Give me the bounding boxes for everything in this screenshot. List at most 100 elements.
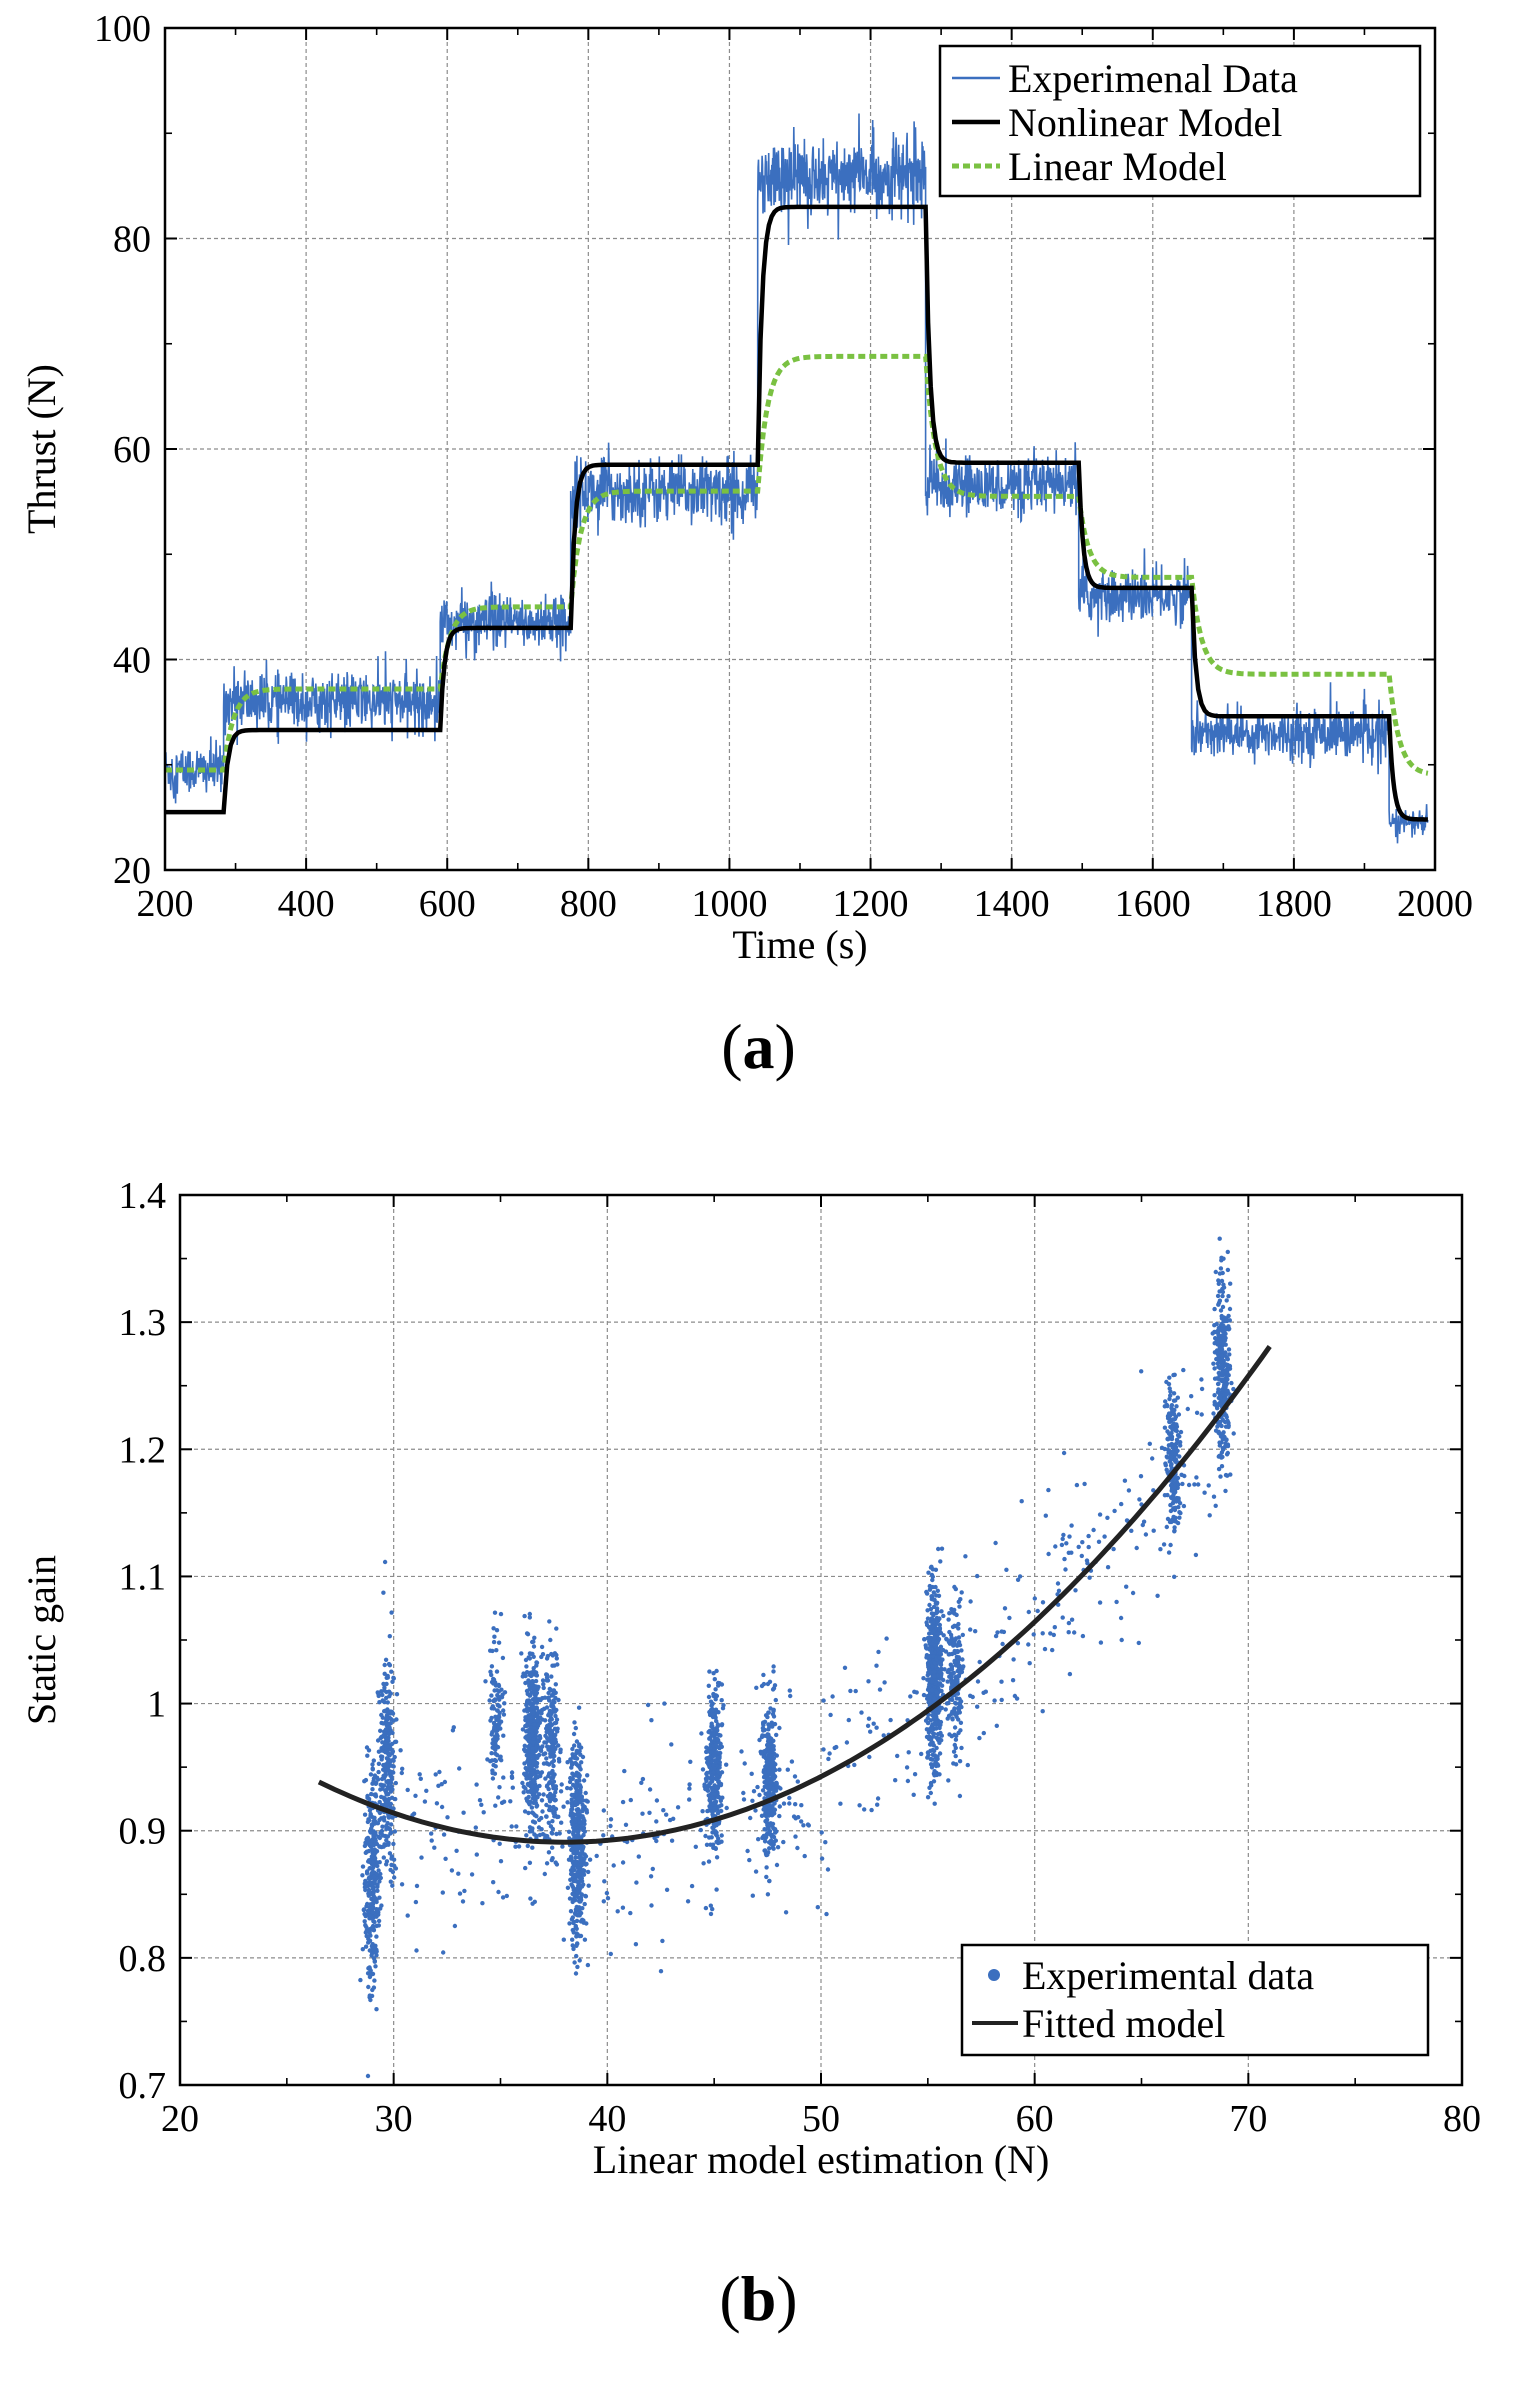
data-point — [1118, 1615, 1124, 1621]
data-point — [965, 1762, 970, 1768]
data-point — [532, 1899, 537, 1904]
data-point — [583, 1790, 588, 1796]
data-point — [700, 1809, 705, 1814]
data-point — [932, 1773, 937, 1778]
data-point — [766, 1769, 771, 1774]
data-point — [1002, 1606, 1008, 1611]
data-point — [649, 1718, 654, 1723]
data-point — [932, 1769, 937, 1774]
data-point — [713, 1742, 718, 1748]
data-point — [1225, 1267, 1231, 1273]
data-point — [381, 1844, 386, 1849]
data-point — [1026, 1642, 1031, 1647]
data-point — [710, 1712, 716, 1717]
data-point — [650, 1866, 655, 1872]
data-point — [386, 1721, 392, 1727]
data-point — [1221, 1323, 1226, 1329]
data-point — [450, 1728, 456, 1733]
data-point — [927, 1602, 932, 1608]
data-point — [1043, 1513, 1049, 1518]
data-point — [706, 1694, 712, 1700]
data-point — [1072, 1630, 1077, 1635]
data-point — [1212, 1399, 1217, 1405]
data-point — [372, 1874, 377, 1880]
data-point — [405, 1913, 410, 1918]
figure-b: 20 30 40 50 60 70 80 0.7 0.8 0.9 1 1.1 1.2 1.3 1.4 Line… — [0, 1150, 1517, 2255]
data-point — [1223, 1385, 1228, 1390]
data-point — [1177, 1510, 1182, 1515]
data-point — [577, 1744, 582, 1749]
data-point — [1069, 1523, 1074, 1528]
data-point — [527, 1825, 533, 1830]
data-point — [719, 1808, 724, 1814]
data-point — [788, 1693, 793, 1699]
data-point — [529, 1673, 534, 1679]
y-tick-label: 1.3 — [119, 1302, 167, 1344]
data-point — [574, 1926, 579, 1931]
data-point — [382, 1762, 387, 1768]
data-point — [501, 1708, 506, 1713]
data-point — [1166, 1381, 1172, 1387]
data-point — [935, 1609, 940, 1615]
data-point — [534, 1684, 539, 1689]
data-point — [551, 1774, 556, 1779]
data-point — [1010, 1678, 1016, 1683]
data-point — [924, 1734, 930, 1740]
data-point — [853, 1688, 858, 1694]
data-point — [523, 1865, 528, 1871]
data-point — [824, 1911, 829, 1917]
data-point — [531, 1705, 537, 1710]
data-point — [368, 1997, 373, 2003]
data-point — [924, 1591, 930, 1596]
data-point — [645, 1702, 651, 1708]
data-point — [577, 1879, 582, 1884]
data-point — [712, 1766, 717, 1771]
data-point — [492, 1698, 497, 1703]
data-point — [495, 1753, 500, 1758]
data-point — [542, 1871, 547, 1877]
data-point — [1173, 1398, 1178, 1403]
data-point — [489, 1672, 494, 1678]
data-point — [761, 1672, 766, 1678]
data-point — [525, 1843, 530, 1849]
experimental-data-series — [165, 113, 1429, 844]
data-point — [773, 1780, 779, 1786]
data-point — [1181, 1367, 1186, 1373]
data-point — [749, 1771, 754, 1776]
data-point — [706, 1729, 711, 1735]
data-point — [925, 1750, 931, 1755]
data-point — [1170, 1408, 1175, 1413]
data-point — [1223, 1327, 1229, 1332]
data-point — [578, 1824, 584, 1829]
data-point — [1122, 1478, 1128, 1483]
data-point — [405, 1787, 410, 1793]
data-point — [1165, 1403, 1170, 1409]
data-point — [912, 1772, 918, 1777]
data-point — [1163, 1461, 1168, 1466]
data-point — [765, 1714, 770, 1720]
data-point — [384, 1859, 390, 1864]
data-point — [570, 1937, 575, 1942]
data-point — [371, 1758, 376, 1763]
data-point — [1218, 1308, 1224, 1313]
data-point — [527, 1742, 533, 1748]
data-point — [372, 1919, 377, 1925]
data-point — [575, 1829, 580, 1834]
data-point — [769, 1720, 774, 1725]
data-point — [384, 1695, 389, 1701]
data-point — [462, 1888, 467, 1894]
y-tick-label: 0.7 — [119, 2065, 167, 2107]
data-point — [912, 1689, 917, 1694]
data-point — [700, 1767, 706, 1772]
data-point — [951, 1641, 957, 1646]
data-point — [925, 1608, 930, 1613]
data-point — [583, 1893, 588, 1899]
data-point — [541, 1792, 546, 1797]
data-point — [384, 1799, 389, 1804]
data-point — [1206, 1483, 1211, 1488]
data-point — [1161, 1542, 1167, 1547]
data-point — [504, 1893, 509, 1899]
data-point — [769, 1764, 774, 1769]
data-point — [945, 1679, 950, 1684]
data-point — [741, 1790, 746, 1796]
